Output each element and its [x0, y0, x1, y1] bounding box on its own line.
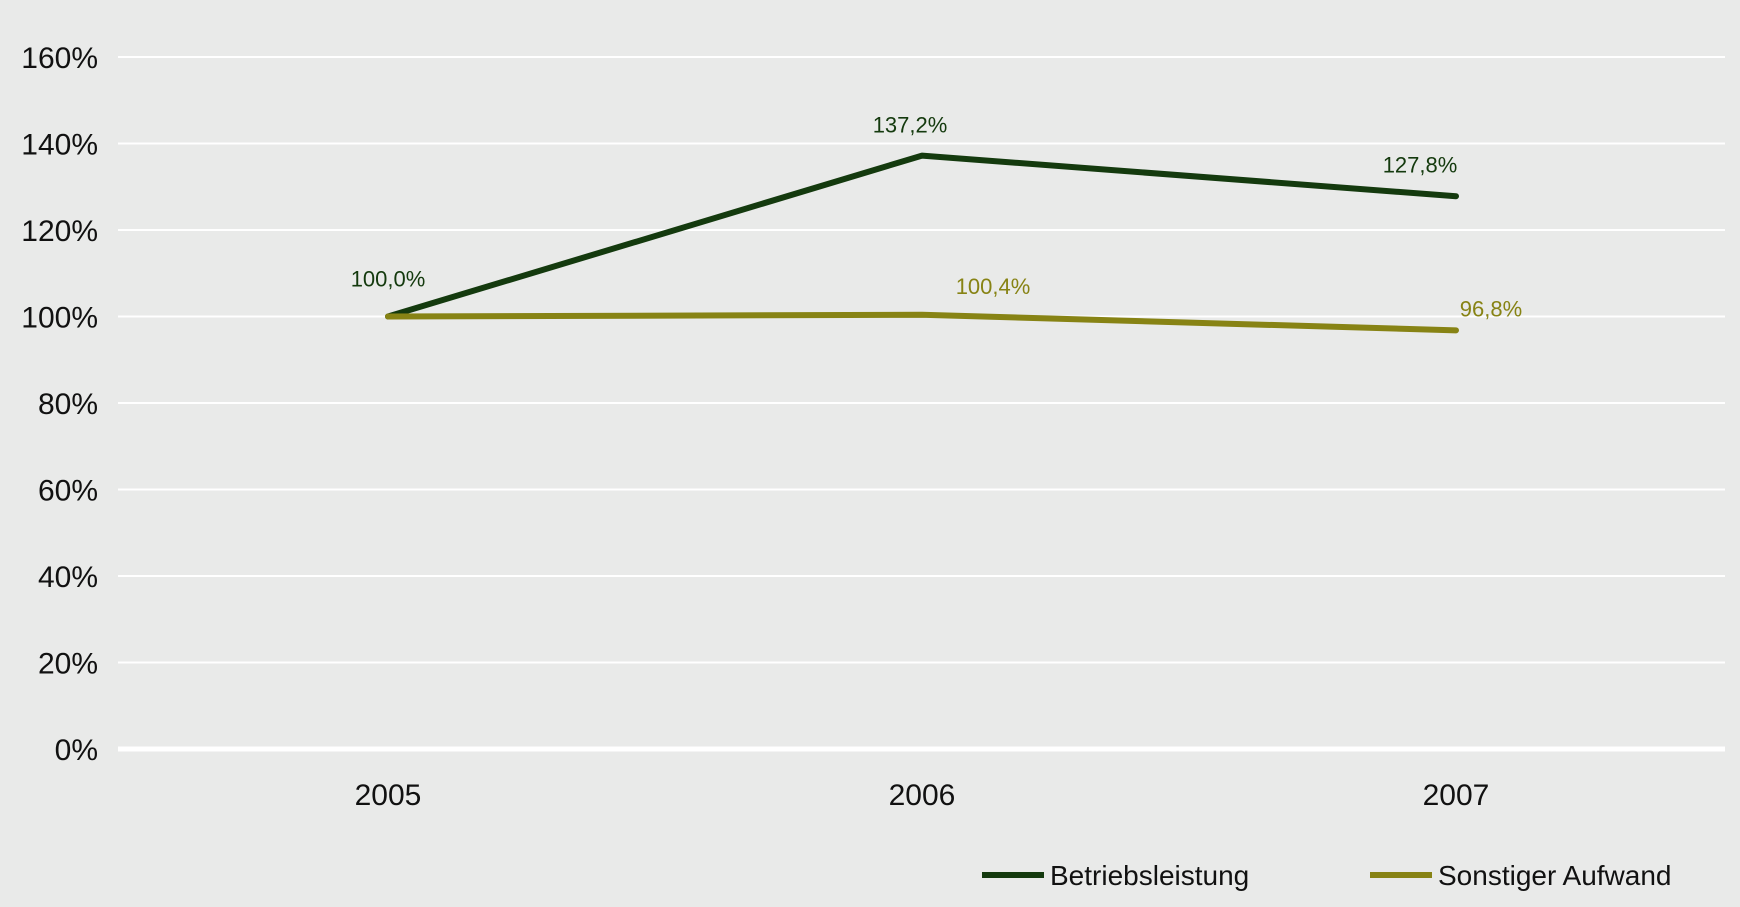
- y-tick-label: 60%: [38, 475, 98, 508]
- x-tick-label: 2007: [1423, 779, 1490, 812]
- y-tick-label: 140%: [21, 129, 98, 162]
- data-label: 127,8%: [1383, 152, 1458, 177]
- series-lines: [385, 152, 1459, 334]
- series-line-1: [385, 152, 1459, 320]
- data-label: 100,0%: [351, 267, 426, 292]
- y-tick-label: 160%: [21, 42, 98, 75]
- y-tick-label: 40%: [38, 561, 98, 594]
- data-label: 100,4%: [956, 274, 1031, 299]
- x-tick-label: 2005: [355, 779, 422, 812]
- legend-label: Betriebsleistung: [1050, 860, 1249, 891]
- data-label: 96,8%: [1460, 296, 1522, 321]
- axes: 0% 20% 40% 60% 80% 100% 120% 140% 160% 2005 2006 20…: [21, 42, 1489, 812]
- y-tick-label: 120%: [21, 215, 98, 248]
- legend-label: Sonstiger Aufwand: [1438, 860, 1672, 891]
- data-labels: 100,0% 137,2% 127,8% 100,4% 96,8%: [351, 113, 1523, 322]
- y-tick-label: 80%: [38, 388, 98, 421]
- y-tick-label: 0%: [55, 734, 98, 767]
- series-line-2: [385, 311, 1459, 334]
- y-tick-label: 100%: [21, 302, 98, 335]
- y-tick-label: 20%: [38, 648, 98, 681]
- legend: Betriebsleistung Sonstiger Aufwand: [982, 860, 1672, 891]
- x-tick-label: 2006: [889, 779, 956, 812]
- data-label: 137,2%: [873, 113, 948, 138]
